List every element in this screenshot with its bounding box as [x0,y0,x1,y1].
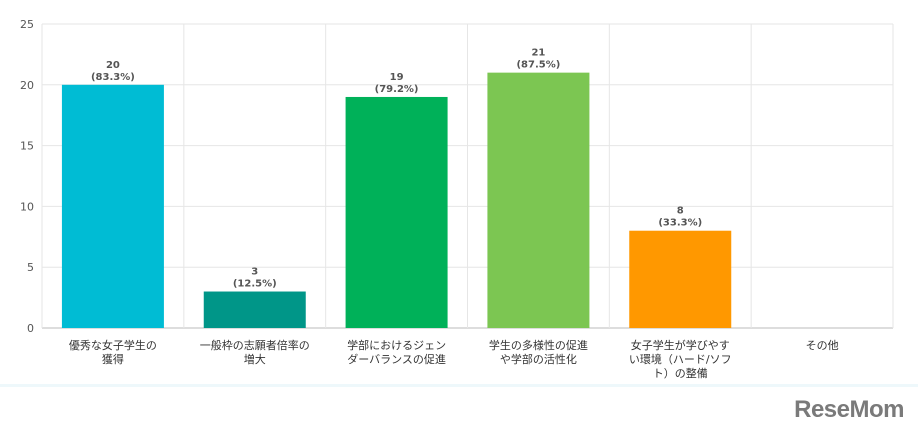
bar-labels: 20(83.3%) 3(12.5%) 19(79.2%) 21(87.5%) 8(33.… [91,48,702,290]
y-tick-label: 15 [20,140,34,153]
bar [629,230,732,328]
bar [61,84,164,328]
bar-percent-label: (79.2%) [375,84,419,95]
category-label: い環境（ハード/ソフ [629,352,732,366]
bar-value-label: 19 [390,72,404,83]
category-label: 増大 [244,352,266,366]
bar-value-label: 8 [677,206,684,217]
y-tick-label: 25 [20,18,34,31]
category-label: 優秀な女子学生の [69,338,157,352]
category-label: 女子学生が学びやす [631,338,730,352]
bar-value-label: 21 [531,48,545,59]
bar [203,291,306,328]
footer-band [0,384,918,439]
bar [487,72,590,328]
bar-value-label: 20 [106,60,120,71]
bar-percent-label: (87.5%) [516,60,560,71]
y-tick-label: 5 [27,261,34,274]
gridlines [41,23,894,329]
bar-percent-label: (83.3%) [91,72,135,83]
y-tick-label: 0 [27,322,34,335]
category-label: や学部の活性化 [500,352,577,366]
bars [61,72,732,329]
bar [345,96,448,329]
category-label: ト）の整備 [653,366,708,380]
y-tick-label: 20 [20,79,34,92]
category-label: 一般枠の志願者倍率の [200,338,310,352]
y-tick-label: 10 [20,200,34,213]
bar-percent-label: (33.3%) [658,218,702,229]
y-axis-ticks: 0 5 10 15 20 25 [20,18,34,335]
resemom-logo: ReseMom [794,396,904,423]
category-label: 獲得 [102,353,124,366]
category-label: 学部におけるジェン [347,338,446,352]
category-label: 学生の多様性の促進 [489,338,588,352]
category-label: ダーバランスの促進 [347,352,446,366]
category-label: その他 [806,339,839,352]
bar-percent-label: (12.5%) [233,279,277,290]
bar-value-label: 3 [251,267,258,278]
